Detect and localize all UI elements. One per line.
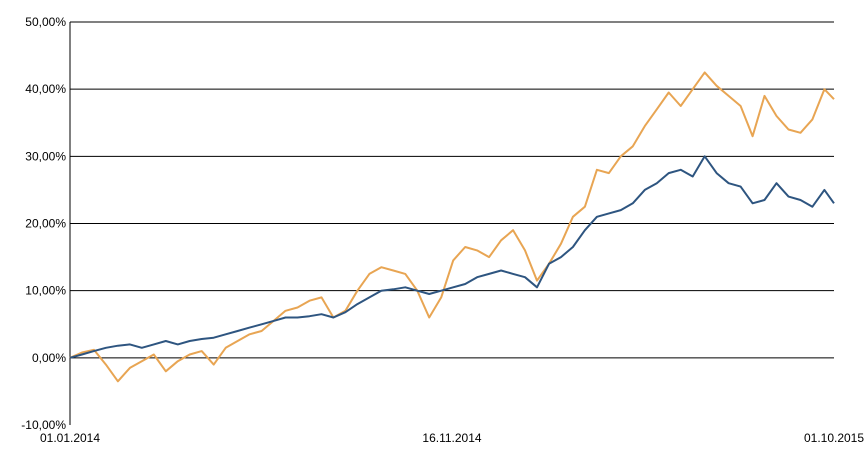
grid-lines [70, 21, 834, 359]
y-tick-label: 20,00% [25, 217, 66, 231]
y-tick-label: -10,00% [21, 418, 66, 432]
y-tick-label: 0,00% [32, 351, 66, 365]
x-tick-labels: 01.01.2014 16.11.2014 01.10.2015 [40, 431, 864, 445]
series-line-2 [69, 155, 835, 359]
x-tick-label: 16.11.2014 [422, 431, 481, 445]
y-tick-labels: -10,00% 0,00% 10,00% 20,00% 30,00% 40,00% 50,0… [21, 15, 66, 432]
y-tick-label: 50,00% [25, 15, 66, 29]
series-lines [69, 71, 835, 383]
x-tick-label: 01.10.2015 [804, 431, 864, 445]
series-line-1 [69, 71, 835, 383]
y-tick-label: 10,00% [25, 284, 66, 298]
x-tick-label: 01.01.2014 [40, 431, 100, 445]
y-tick-label: 40,00% [25, 82, 66, 96]
y-tick-label: 30,00% [25, 149, 66, 163]
